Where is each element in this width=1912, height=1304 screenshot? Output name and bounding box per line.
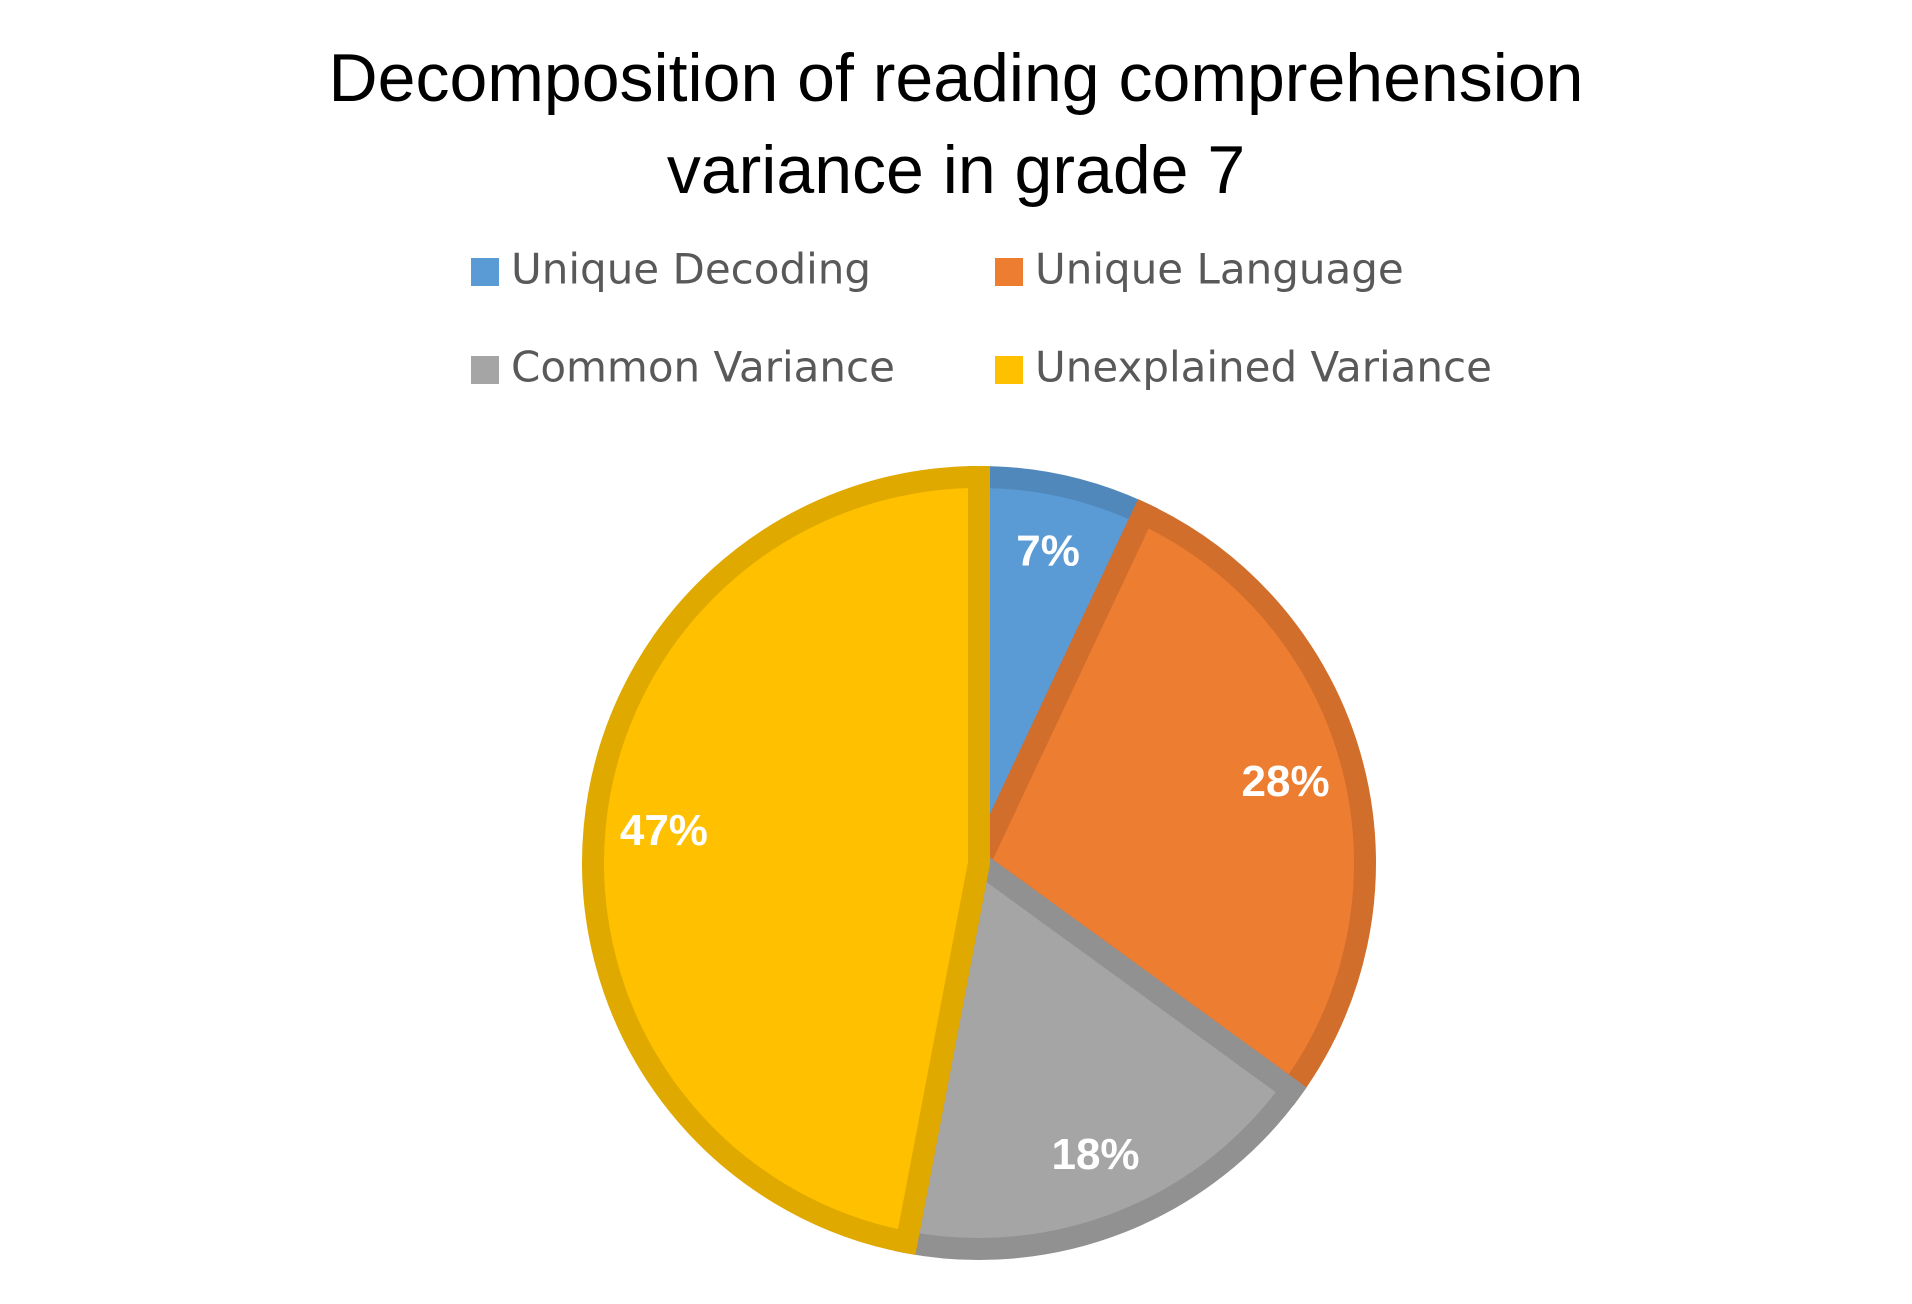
legend-label: Unexplained Variance — [1035, 343, 1492, 392]
value-label: 28% — [1242, 757, 1330, 806]
value-label: 47% — [620, 806, 708, 855]
pie-slice — [893, 843, 1307, 1260]
value-label: 18% — [1051, 1130, 1139, 1179]
legend-label: Unique Decoding — [511, 245, 871, 294]
pie-slice — [965, 499, 1376, 1106]
legend-label: Common Variance — [511, 343, 895, 392]
legend-swatch — [471, 258, 499, 286]
legend-swatch — [995, 356, 1023, 384]
legend-swatch — [471, 356, 499, 384]
pie-slice — [582, 465, 990, 1256]
chart-title: Decomposition of reading comprehension v… — [328, 40, 1584, 208]
legend-swatch — [995, 258, 1023, 286]
legend-label: Unique Language — [1035, 245, 1404, 294]
value-label: 7% — [1016, 527, 1080, 576]
